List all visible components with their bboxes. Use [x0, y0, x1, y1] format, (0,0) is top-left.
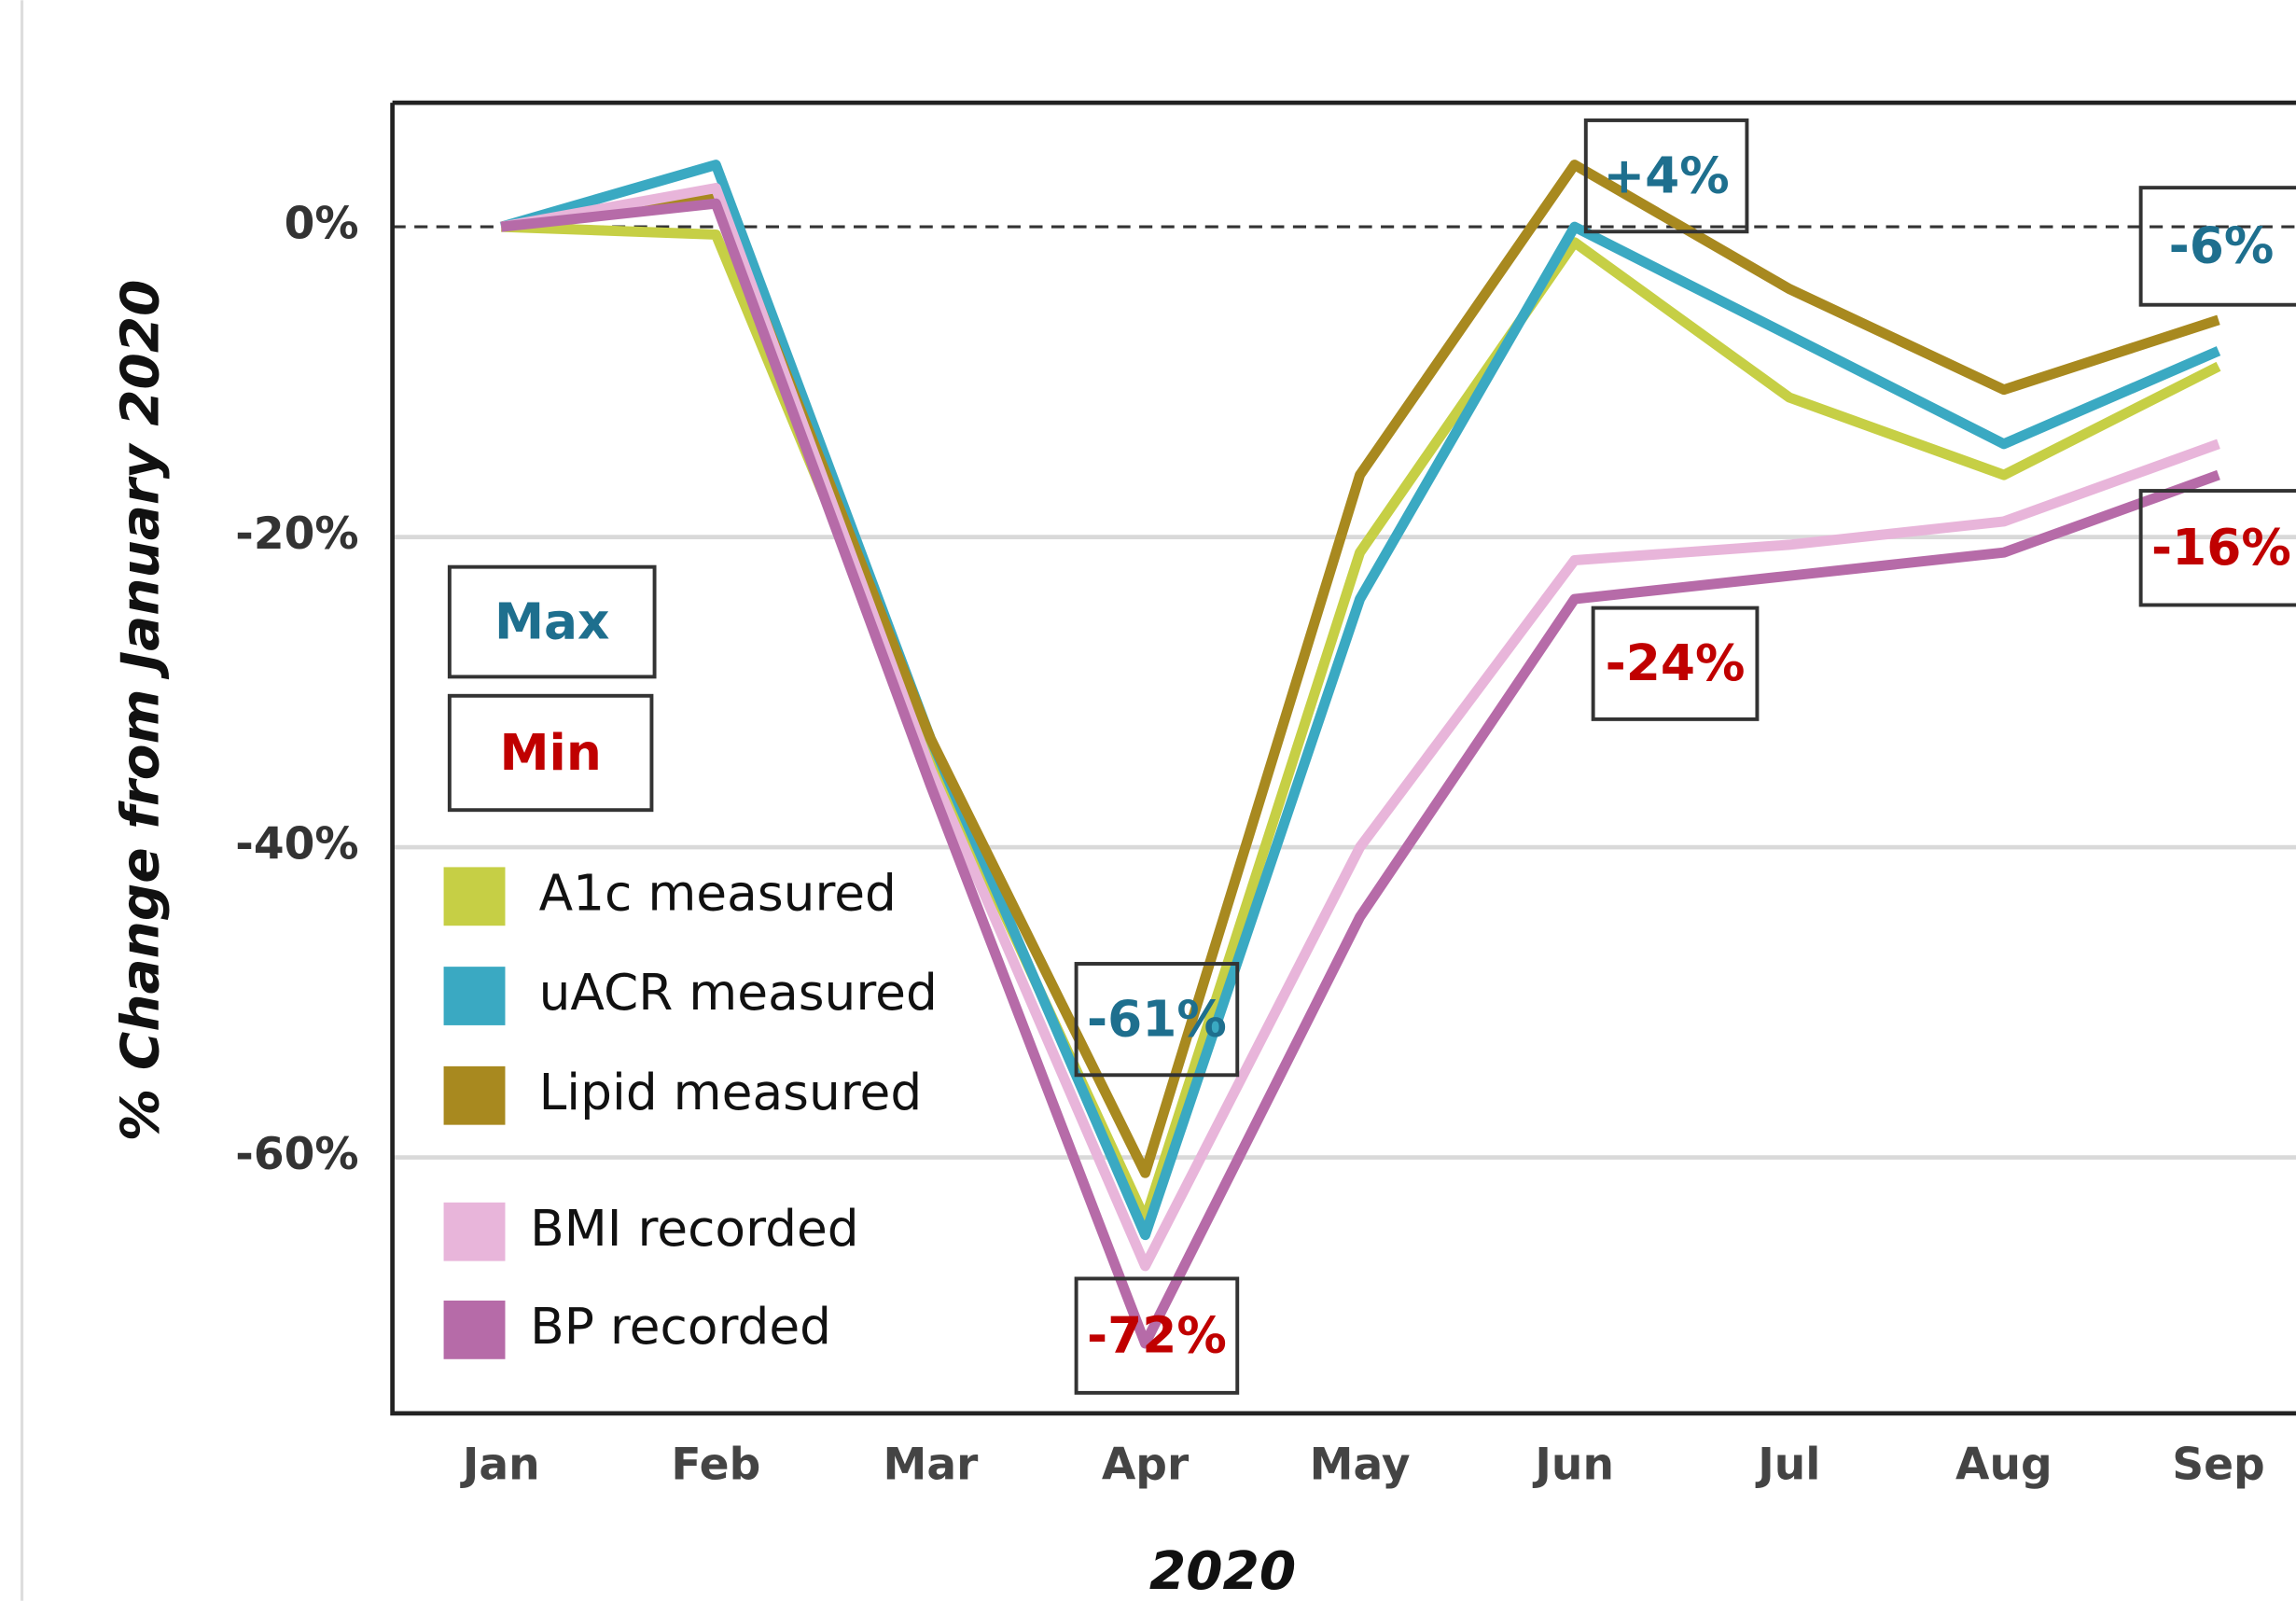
annotation: -16%: [2151, 518, 2291, 577]
legend-label: A1c measured: [539, 863, 897, 922]
annotation: Max: [494, 592, 610, 650]
overlay: 0% -20% -40% -60% Jan Feb Mar Apr May Jun Jul Aug Se…: [235, 118, 2296, 1490]
x-tick-label: Sep: [2172, 1439, 2265, 1490]
y-axis-title: % Change from January 2020: [110, 280, 171, 1142]
plot-frame: [390, 100, 2296, 1416]
y-tick-label: -20%: [235, 508, 358, 560]
annotation: -61%: [1087, 989, 1227, 1048]
series-line: [499, 160, 2221, 1241]
legend-label: uACR measured: [539, 963, 938, 1022]
annotation: -24%: [1606, 633, 1746, 692]
x-tick-label: Apr: [1102, 1439, 1190, 1490]
series-line: [500, 183, 2220, 1272]
y-tick-label: -40%: [235, 819, 358, 870]
legend-label: BMI recorded: [530, 1199, 858, 1258]
legend-label: Lipid measured: [539, 1063, 923, 1121]
annotation: -6%: [2169, 216, 2275, 275]
annotation-box: [447, 693, 654, 813]
x-tick-label: Aug: [1955, 1439, 2052, 1490]
annotation-box: [1074, 962, 1240, 1078]
legend-swatch: [443, 867, 506, 926]
annotation-box: [1591, 606, 1760, 721]
x-tick-label: Mar: [884, 1439, 980, 1490]
x-tick-label: Jan: [460, 1439, 540, 1490]
annotation: Min: [499, 723, 601, 782]
legend-label: BP recorded: [530, 1297, 831, 1356]
y-tick-label: -60%: [235, 1129, 358, 1180]
x-tick-label: Jul: [1755, 1439, 1820, 1490]
x-tick-label: May: [1310, 1439, 1411, 1490]
annotation-box: [1583, 118, 1749, 234]
annotation-box: [447, 564, 657, 679]
annotation: +4%: [1603, 146, 1729, 204]
legend-swatch: [443, 1202, 506, 1261]
y-tick-label: 0%: [285, 199, 359, 250]
annotation-box: [1074, 1276, 1240, 1395]
lines: [499, 160, 2221, 1349]
legend-swatch: [443, 1065, 506, 1125]
x-axis-title: 2020: [1149, 1541, 1296, 1601]
x-tick-label: Jun: [1532, 1439, 1614, 1490]
legend-swatch: [443, 1300, 506, 1359]
x-tick-label: Feb: [671, 1439, 760, 1490]
annotation: -72%: [1087, 1305, 1227, 1364]
annotation-box: [2138, 489, 2296, 607]
series-line: [500, 198, 2220, 1349]
annotation-box: [2138, 186, 2296, 307]
legend-swatch: [443, 967, 506, 1025]
